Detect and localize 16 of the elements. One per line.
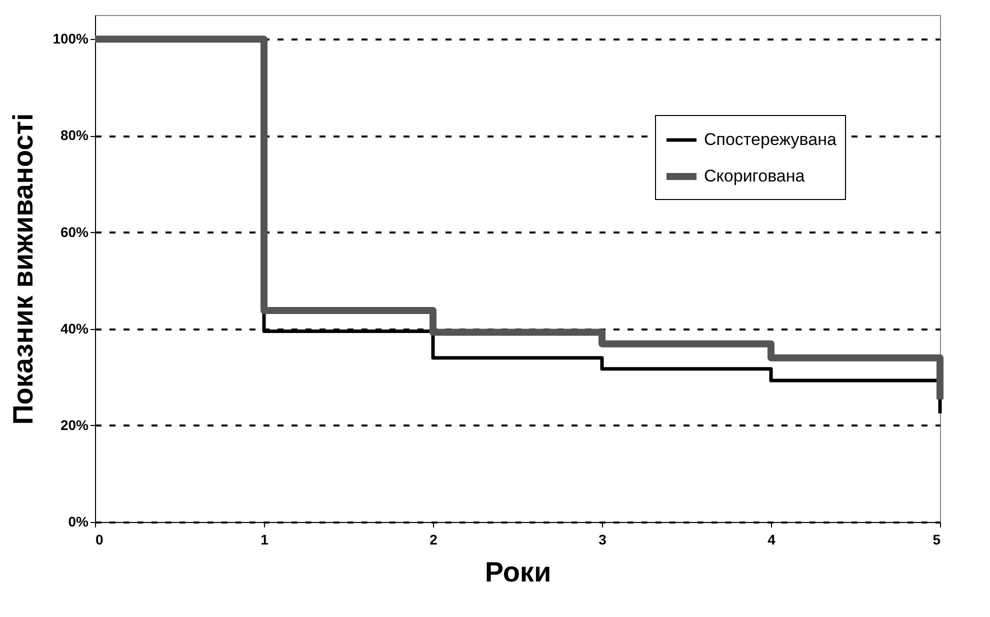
x-tick-label: 3 [598,532,607,548]
legend-label: Спостережувана [704,130,837,149]
x-tick-label: 2 [430,532,438,548]
y-tick-label: 80% [60,127,90,144]
x-tick-label: 4 [768,532,776,548]
y-axis-title: Показник виживаності [8,113,39,425]
x-tick-label: 0 [96,532,104,548]
legend-label: Скоригована [704,166,806,186]
y-tick-label: 60% [60,224,90,240]
x-axis-title: Роки [484,556,552,588]
x-tick-label: 5 [932,532,941,548]
x-tick-label: 1 [260,532,269,548]
y-tick-label: 100% [52,30,90,47]
y-tick-label: 40% [60,320,90,336]
y-tick-label: 0% [68,514,90,530]
y-tick-label: 20% [60,416,90,433]
